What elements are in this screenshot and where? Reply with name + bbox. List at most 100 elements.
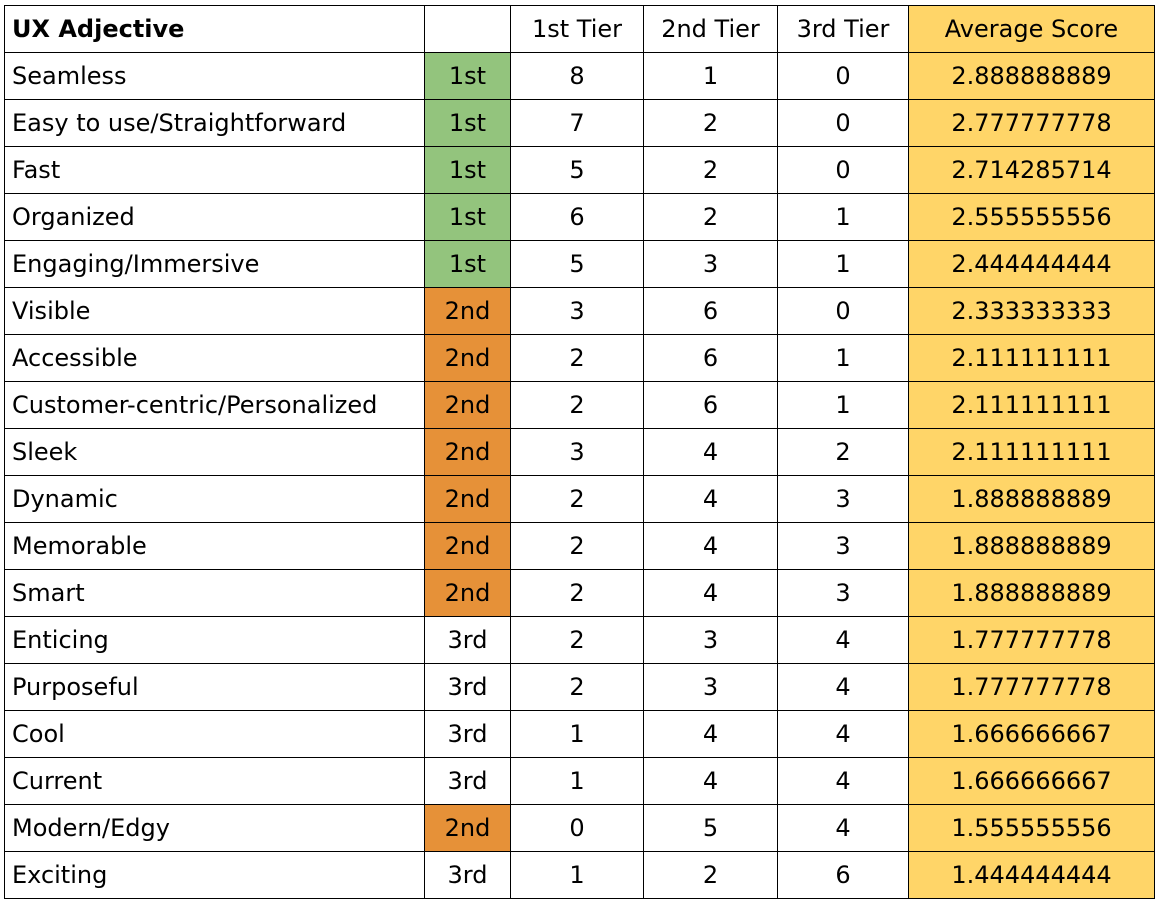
cell-tier[interactable]: 3rd [424, 616, 511, 664]
cell-average-score[interactable]: 2.555555556 [908, 193, 1155, 241]
cell-2nd-tier[interactable]: 3 [643, 240, 778, 288]
cell-1st-tier[interactable]: 3 [510, 287, 644, 335]
cell-1st-tier[interactable]: 2 [510, 522, 644, 570]
header-average-score[interactable]: Average Score [908, 5, 1155, 53]
cell-3rd-tier[interactable]: 0 [777, 287, 909, 335]
header-1st-tier[interactable]: 1st Tier [510, 5, 644, 53]
cell-1st-tier[interactable]: 6 [510, 193, 644, 241]
cell-adjective[interactable]: Modern/Edgy [4, 804, 425, 852]
cell-adjective[interactable]: Visible [4, 287, 425, 335]
cell-2nd-tier[interactable]: 4 [643, 475, 778, 523]
cell-adjective[interactable]: Organized [4, 193, 425, 241]
cell-average-score[interactable]: 2.111111111 [908, 428, 1155, 476]
cell-average-score[interactable]: 1.666666667 [908, 757, 1155, 805]
cell-1st-tier[interactable]: 2 [510, 475, 644, 523]
cell-2nd-tier[interactable]: 6 [643, 381, 778, 429]
cell-3rd-tier[interactable]: 0 [777, 99, 909, 147]
cell-adjective[interactable]: Current [4, 757, 425, 805]
cell-2nd-tier[interactable]: 4 [643, 710, 778, 758]
cell-3rd-tier[interactable]: 6 [777, 851, 909, 899]
cell-3rd-tier[interactable]: 3 [777, 475, 909, 523]
cell-1st-tier[interactable]: 7 [510, 99, 644, 147]
cell-adjective[interactable]: Cool [4, 710, 425, 758]
cell-2nd-tier[interactable]: 2 [643, 851, 778, 899]
cell-1st-tier[interactable]: 0 [510, 804, 644, 852]
cell-tier[interactable]: 1st [424, 99, 511, 147]
cell-3rd-tier[interactable]: 4 [777, 616, 909, 664]
cell-1st-tier[interactable]: 2 [510, 616, 644, 664]
cell-tier[interactable]: 2nd [424, 475, 511, 523]
cell-average-score[interactable]: 2.111111111 [908, 381, 1155, 429]
cell-2nd-tier[interactable]: 4 [643, 757, 778, 805]
cell-adjective[interactable]: Accessible [4, 334, 425, 382]
cell-average-score[interactable]: 2.777777778 [908, 99, 1155, 147]
cell-average-score[interactable]: 2.714285714 [908, 146, 1155, 194]
cell-tier[interactable]: 3rd [424, 757, 511, 805]
cell-tier[interactable]: 2nd [424, 804, 511, 852]
cell-adjective[interactable]: Dynamic [4, 475, 425, 523]
cell-tier[interactable]: 1st [424, 52, 511, 100]
cell-adjective[interactable]: Sleek [4, 428, 425, 476]
cell-average-score[interactable]: 1.666666667 [908, 710, 1155, 758]
cell-1st-tier[interactable]: 2 [510, 334, 644, 382]
cell-3rd-tier[interactable]: 4 [777, 804, 909, 852]
cell-tier[interactable]: 2nd [424, 569, 511, 617]
cell-average-score[interactable]: 2.444444444 [908, 240, 1155, 288]
cell-adjective[interactable]: Customer-centric/Personalized [4, 381, 425, 429]
cell-tier[interactable]: 2nd [424, 522, 511, 570]
cell-adjective[interactable]: Smart [4, 569, 425, 617]
cell-1st-tier[interactable]: 2 [510, 663, 644, 711]
cell-1st-tier[interactable]: 8 [510, 52, 644, 100]
cell-average-score[interactable]: 1.777777778 [908, 616, 1155, 664]
cell-tier[interactable]: 2nd [424, 428, 511, 476]
cell-1st-tier[interactable]: 5 [510, 240, 644, 288]
cell-tier[interactable]: 2nd [424, 334, 511, 382]
cell-average-score[interactable]: 1.888888889 [908, 569, 1155, 617]
cell-2nd-tier[interactable]: 6 [643, 334, 778, 382]
cell-1st-tier[interactable]: 1 [510, 710, 644, 758]
cell-3rd-tier[interactable]: 4 [777, 663, 909, 711]
cell-tier[interactable]: 3rd [424, 663, 511, 711]
cell-adjective[interactable]: Seamless [4, 52, 425, 100]
cell-average-score[interactable]: 1.444444444 [908, 851, 1155, 899]
cell-2nd-tier[interactable]: 2 [643, 193, 778, 241]
cell-adjective[interactable]: Exciting [4, 851, 425, 899]
cell-3rd-tier[interactable]: 3 [777, 569, 909, 617]
cell-3rd-tier[interactable]: 1 [777, 193, 909, 241]
cell-3rd-tier[interactable]: 4 [777, 710, 909, 758]
header-3rd-tier[interactable]: 3rd Tier [777, 5, 909, 53]
header-2nd-tier[interactable]: 2nd Tier [643, 5, 778, 53]
cell-tier[interactable]: 1st [424, 146, 511, 194]
cell-adjective[interactable]: Easy to use/Straightforward [4, 99, 425, 147]
cell-2nd-tier[interactable]: 2 [643, 99, 778, 147]
cell-adjective[interactable]: Fast [4, 146, 425, 194]
cell-1st-tier[interactable]: 1 [510, 851, 644, 899]
cell-average-score[interactable]: 1.555555556 [908, 804, 1155, 852]
cell-average-score[interactable]: 2.333333333 [908, 287, 1155, 335]
cell-tier[interactable]: 2nd [424, 381, 511, 429]
cell-1st-tier[interactable]: 2 [510, 569, 644, 617]
cell-adjective[interactable]: Engaging/Immersive [4, 240, 425, 288]
cell-2nd-tier[interactable]: 6 [643, 287, 778, 335]
header-tier[interactable] [424, 5, 511, 53]
cell-3rd-tier[interactable]: 3 [777, 522, 909, 570]
cell-2nd-tier[interactable]: 2 [643, 146, 778, 194]
cell-adjective[interactable]: Memorable [4, 522, 425, 570]
cell-1st-tier[interactable]: 3 [510, 428, 644, 476]
cell-1st-tier[interactable]: 2 [510, 381, 644, 429]
cell-average-score[interactable]: 1.888888889 [908, 475, 1155, 523]
cell-tier[interactable]: 1st [424, 193, 511, 241]
cell-2nd-tier[interactable]: 3 [643, 663, 778, 711]
cell-adjective[interactable]: Enticing [4, 616, 425, 664]
cell-average-score[interactable]: 2.111111111 [908, 334, 1155, 382]
cell-3rd-tier[interactable]: 2 [777, 428, 909, 476]
cell-average-score[interactable]: 1.888888889 [908, 522, 1155, 570]
cell-1st-tier[interactable]: 5 [510, 146, 644, 194]
cell-2nd-tier[interactable]: 5 [643, 804, 778, 852]
cell-adjective[interactable]: Purposeful [4, 663, 425, 711]
header-ux-adjective[interactable]: UX Adjective [4, 5, 425, 53]
cell-average-score[interactable]: 1.777777778 [908, 663, 1155, 711]
cell-tier[interactable]: 1st [424, 240, 511, 288]
cell-3rd-tier[interactable]: 4 [777, 757, 909, 805]
cell-3rd-tier[interactable]: 1 [777, 240, 909, 288]
